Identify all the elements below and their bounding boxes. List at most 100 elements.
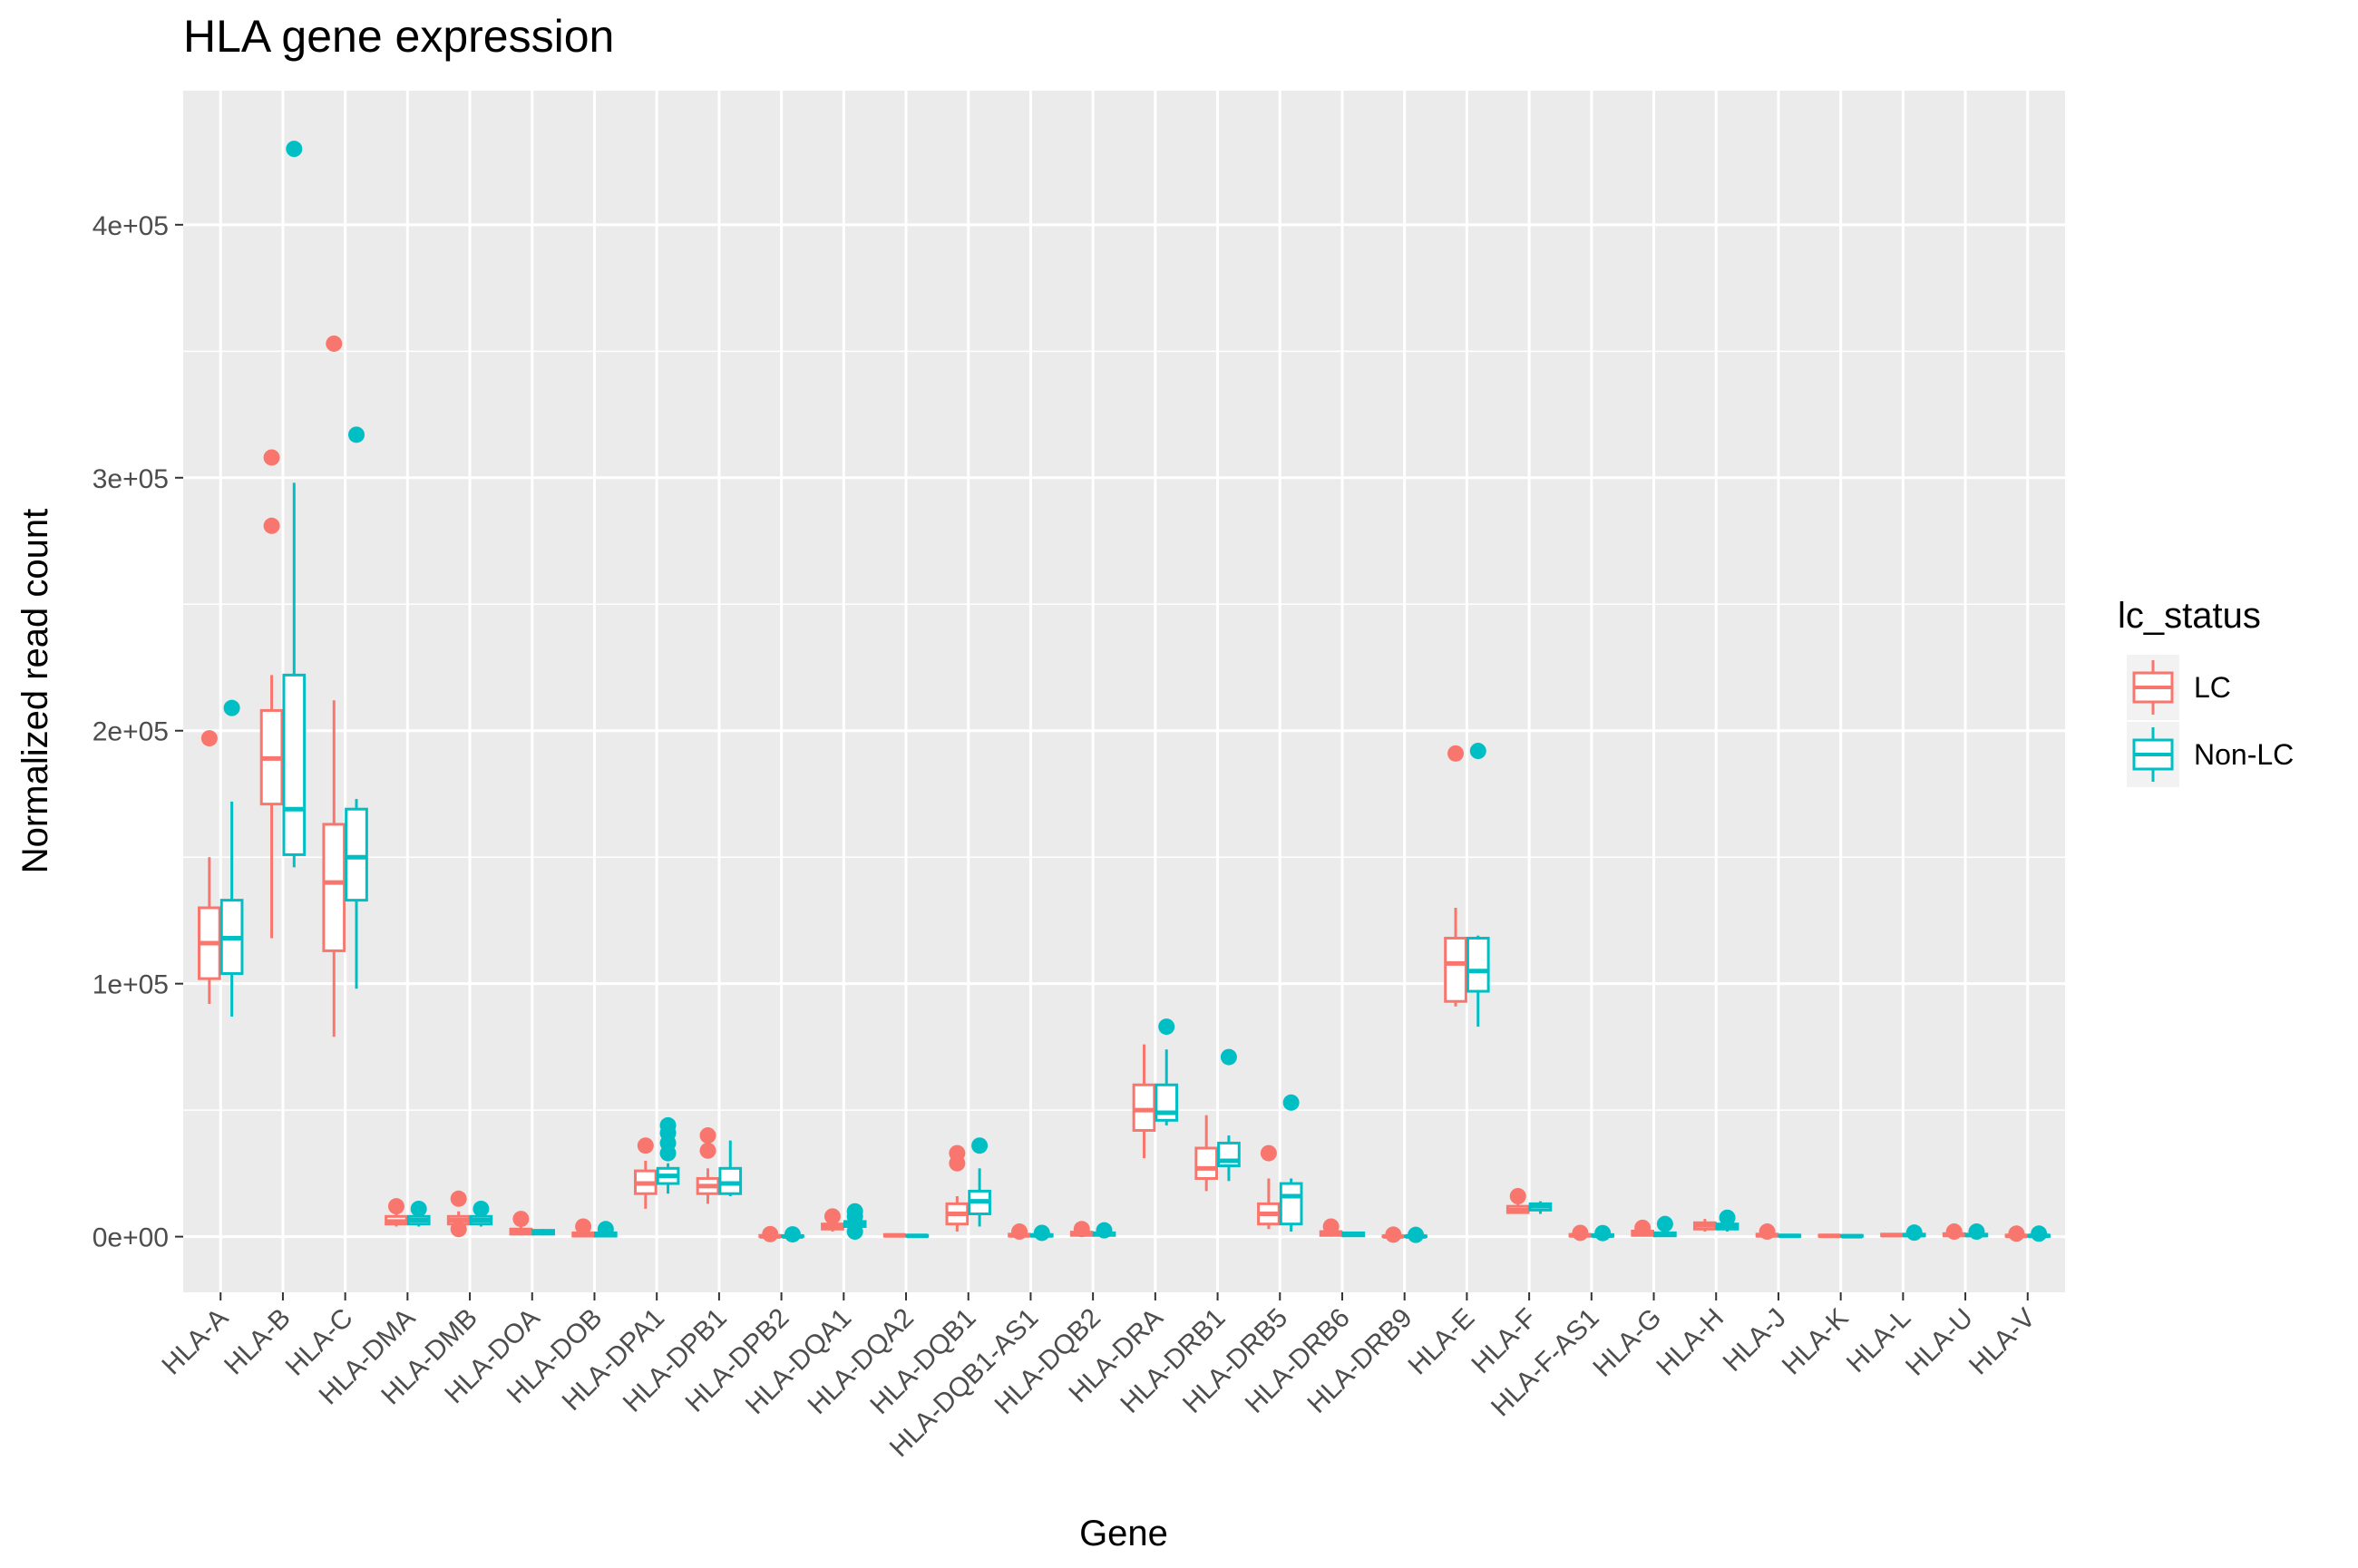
outlier-point — [1073, 1221, 1090, 1238]
outlier-point — [823, 1208, 841, 1225]
box-lc — [1817, 1233, 1842, 1239]
box-lc — [696, 1127, 720, 1204]
box-body — [718, 1166, 743, 1195]
outlier-point — [473, 1200, 490, 1217]
outlier-point — [1220, 1048, 1237, 1066]
box-non-lc — [1964, 1223, 1989, 1241]
outlier-point — [846, 1203, 863, 1220]
outlier-point — [1033, 1224, 1050, 1242]
box-non-lc — [1279, 1094, 1303, 1232]
box-body — [1132, 1083, 1156, 1132]
box-lc — [1069, 1221, 1094, 1238]
box-lc — [259, 449, 284, 939]
outlier-point — [1572, 1224, 1589, 1242]
box-body — [282, 673, 307, 856]
box-lc — [1444, 745, 1467, 1007]
y-axis: 0e+00 1e+05 2e+05 3e+05 4e+05 — [93, 211, 183, 1253]
legend-label: Non-LC — [2194, 738, 2294, 771]
outlier-point — [1385, 1226, 1402, 1243]
outlier-point — [410, 1200, 427, 1217]
box-lc — [1257, 1144, 1281, 1230]
box-lc — [1755, 1223, 1779, 1241]
box-lc — [322, 335, 346, 1037]
box-non-lc — [843, 1203, 867, 1241]
box-body — [345, 807, 368, 902]
box-lc — [1194, 1115, 1219, 1192]
outlier-point — [326, 335, 343, 352]
outlier-point — [1158, 1018, 1175, 1036]
box-lc — [198, 730, 221, 1004]
box-body — [322, 823, 346, 952]
y-tick-label: 1e+05 — [93, 970, 169, 1000]
outlier-point — [450, 1190, 467, 1207]
box-lc — [1319, 1218, 1343, 1237]
outlier-point — [762, 1225, 779, 1242]
outlier-point — [223, 699, 240, 716]
y-tick-label: 4e+05 — [93, 211, 169, 241]
outlier-point — [1408, 1226, 1425, 1243]
box-non-lc — [1715, 1209, 1739, 1232]
outlier-point — [1759, 1223, 1776, 1241]
legend-key-lc — [2127, 655, 2179, 720]
outlier-point — [784, 1226, 801, 1243]
outlier-point — [846, 1223, 863, 1241]
legend-key-non-lc — [2127, 722, 2179, 787]
box-lc — [1505, 1188, 1530, 1214]
outlier-point — [512, 1211, 530, 1228]
x-axis-title: Gene — [1079, 1514, 1168, 1553]
box-body — [1466, 936, 1490, 993]
box-non-lc — [594, 1221, 618, 1238]
box-lc — [2004, 1225, 2029, 1242]
outlier-point — [699, 1127, 716, 1144]
box-non-lc — [1778, 1233, 1802, 1239]
outlier-point — [575, 1218, 592, 1235]
box-non-lc — [531, 1229, 555, 1236]
box-non-lc — [1902, 1224, 1926, 1242]
y-axis-title: Normalized read count — [15, 509, 55, 873]
box-non-lc — [2027, 1225, 2051, 1242]
box-non-lc — [282, 141, 307, 868]
box-non-lc — [219, 699, 244, 1017]
chart-title: HLA gene expression — [183, 11, 614, 62]
outlier-point — [2031, 1225, 2048, 1242]
box-non-lc — [1528, 1201, 1553, 1214]
box-non-lc — [1029, 1224, 1054, 1242]
y-tick-label: 2e+05 — [93, 717, 169, 747]
box-non-lc — [345, 426, 368, 989]
outlier-point — [1469, 743, 1486, 760]
outlier-point — [348, 426, 365, 443]
outlier-point — [1322, 1218, 1340, 1235]
box-body — [1155, 1083, 1179, 1122]
box-lc — [1942, 1223, 1966, 1241]
legend-title: lc_status — [2118, 596, 2261, 636]
outlier-point — [200, 730, 218, 747]
y-tick-label: 3e+05 — [93, 464, 169, 494]
box-non-lc — [1341, 1231, 1366, 1238]
outlier-point — [1260, 1144, 1277, 1162]
outlier-point — [1594, 1224, 1612, 1242]
box-non-lc — [905, 1233, 930, 1239]
outlier-point — [659, 1116, 677, 1134]
box-non-lc — [1404, 1226, 1427, 1243]
box-lc — [1132, 1044, 1156, 1159]
outlier-point — [387, 1198, 404, 1215]
outlier-point — [450, 1221, 467, 1238]
outlier-point — [1634, 1219, 1652, 1236]
box-lc — [446, 1190, 471, 1238]
outlier-point — [286, 141, 303, 158]
box-non-lc — [1653, 1215, 1677, 1238]
outlier-point — [263, 449, 280, 466]
box-non-lc — [1840, 1233, 1864, 1239]
box-non-lc — [1092, 1222, 1116, 1239]
outlier-point — [263, 517, 280, 534]
outlier-point — [1447, 745, 1465, 762]
outlier-point — [1968, 1223, 1985, 1241]
outlier-point — [1282, 1094, 1300, 1111]
box-non-lc — [1217, 1048, 1241, 1182]
box-lc — [945, 1144, 970, 1232]
legend-label: LC — [2194, 671, 2231, 704]
box-marks — [198, 141, 2051, 1243]
outlier-point — [1509, 1188, 1526, 1204]
box-non-lc — [656, 1116, 680, 1194]
